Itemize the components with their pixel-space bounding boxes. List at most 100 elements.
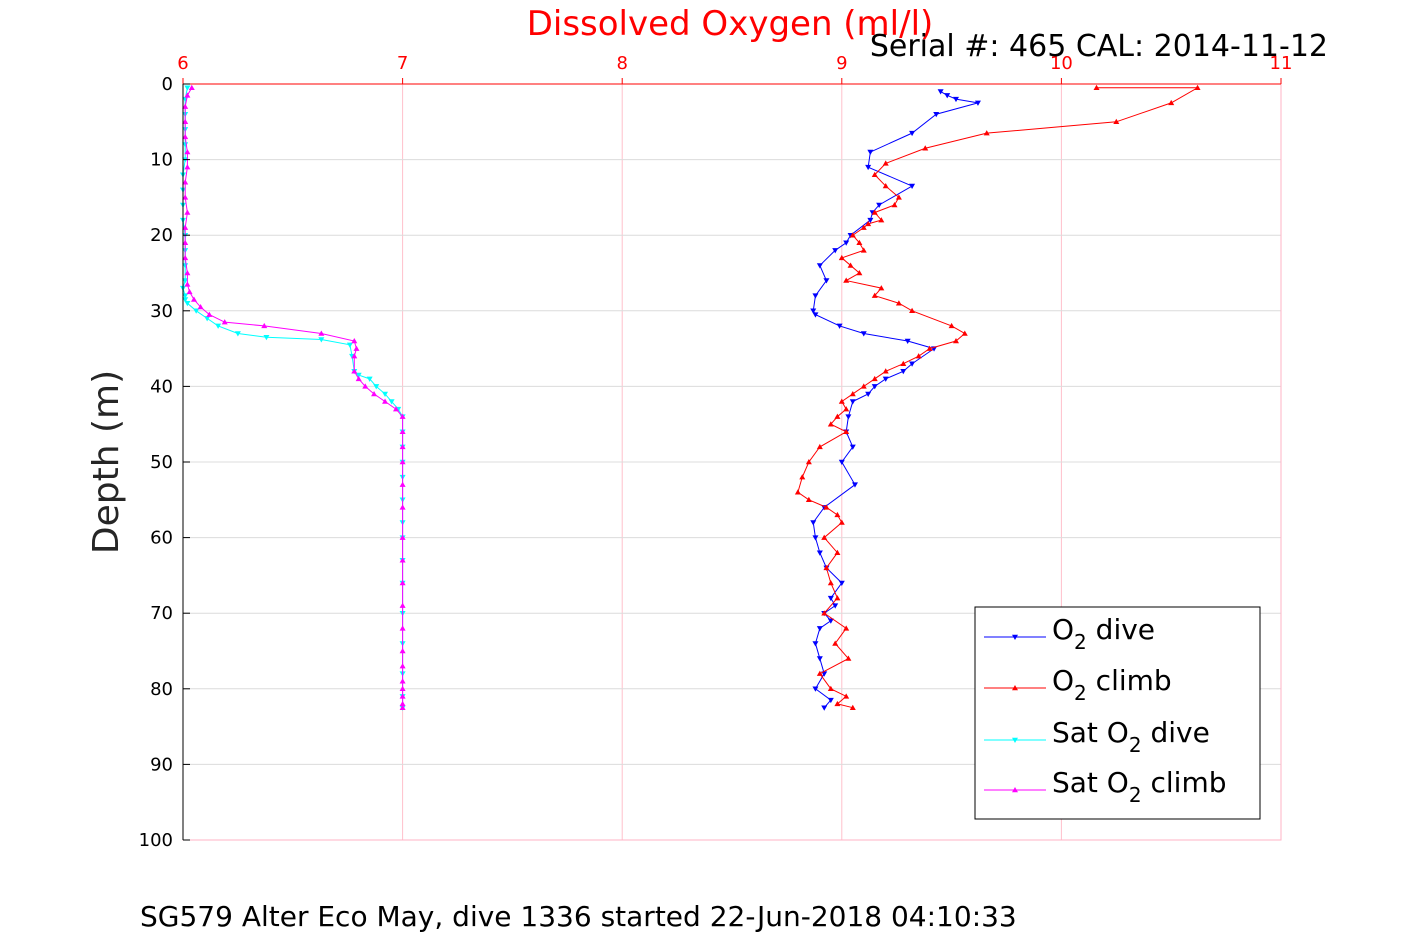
- data-point: [827, 579, 834, 586]
- data-point: [832, 603, 839, 609]
- data-point: [318, 337, 325, 343]
- y-tick-label: 100: [139, 830, 173, 851]
- data-point: [871, 209, 878, 215]
- legend-label: Sat O2 climb: [1052, 766, 1227, 807]
- y-tick-label: 70: [150, 603, 173, 624]
- legend-label-part: O: [1052, 664, 1074, 697]
- data-point: [900, 369, 907, 375]
- y-tick-label: 20: [150, 225, 173, 246]
- data-point: [182, 239, 189, 246]
- legend-marker: [1012, 685, 1018, 691]
- data-point: [900, 360, 907, 366]
- legend-label-part: 2: [1129, 783, 1142, 807]
- data-point: [399, 557, 406, 563]
- data-point: [382, 391, 389, 397]
- x-tick-label: 11: [1270, 53, 1293, 74]
- data-point: [794, 489, 801, 495]
- data-point: [865, 391, 872, 397]
- series-line: [812, 91, 979, 709]
- data-point: [816, 263, 823, 269]
- data-point: [937, 89, 944, 95]
- data-point: [909, 130, 916, 137]
- legend-label-part: 2: [1129, 733, 1142, 757]
- data-point: [1194, 84, 1201, 91]
- data-point: [827, 595, 834, 602]
- data-point: [849, 232, 856, 238]
- legend-label-part: dive: [1142, 716, 1210, 749]
- data-point: [812, 293, 819, 299]
- data-point: [393, 406, 400, 412]
- data-point: [371, 390, 378, 397]
- data-point: [399, 413, 406, 419]
- legend-label-part: dive: [1087, 613, 1155, 646]
- data-point: [944, 93, 951, 99]
- data-point: [1168, 99, 1175, 106]
- data-point: [882, 183, 889, 189]
- legend-box: [974, 606, 1261, 820]
- data-point: [871, 375, 878, 382]
- data-point: [849, 399, 856, 405]
- data-point: [909, 307, 916, 314]
- data-point: [805, 496, 812, 503]
- data-point: [860, 247, 867, 253]
- data-point: [952, 96, 959, 103]
- data-point: [832, 640, 839, 646]
- data-point: [204, 316, 211, 322]
- data-point: [399, 700, 406, 707]
- data-point: [182, 278, 189, 284]
- data-point: [182, 103, 189, 109]
- data-point: [891, 201, 898, 208]
- y-tick-label: 80: [150, 679, 173, 700]
- data-point: [810, 308, 817, 314]
- y-tick-label: 60: [150, 528, 173, 549]
- data-point: [182, 293, 189, 299]
- legend-label-part: Sat O: [1052, 716, 1129, 749]
- data-point: [206, 311, 213, 317]
- data-point: [821, 610, 828, 616]
- data-point: [184, 149, 191, 155]
- data-point: [399, 693, 406, 699]
- data-point: [399, 704, 406, 710]
- data-point: [215, 323, 222, 329]
- data-point: [812, 535, 819, 541]
- data-point: [823, 278, 830, 284]
- data-point: [922, 145, 929, 151]
- data-point: [261, 322, 268, 329]
- data-point: [816, 443, 823, 450]
- data-point: [860, 224, 867, 230]
- data-point: [832, 248, 839, 254]
- x-tick-label: 10: [1050, 53, 1073, 74]
- y-tick-label: 10: [150, 150, 173, 171]
- y-tick-label: 50: [150, 452, 173, 473]
- data-point: [399, 648, 406, 654]
- data-point: [399, 625, 406, 631]
- data-point: [373, 384, 380, 390]
- grid: [182, 83, 1282, 841]
- data-point: [834, 549, 841, 555]
- data-point: [182, 254, 189, 261]
- legend-label-part: 2: [1074, 630, 1087, 654]
- data-point: [871, 171, 878, 177]
- data-point: [836, 323, 843, 329]
- data-point: [399, 685, 406, 692]
- series-2: [794, 84, 1201, 710]
- dive-caption: SG579 Alter Eco May, dive 1336 started 2…: [140, 900, 1017, 933]
- y-axis-label: Depth (m): [86, 370, 127, 554]
- data-point: [182, 263, 189, 269]
- data-point: [190, 296, 197, 302]
- y-tick-label: 0: [162, 74, 173, 95]
- data-point: [915, 353, 922, 359]
- data-point: [805, 459, 812, 465]
- data-point: [867, 217, 874, 224]
- data-point: [182, 194, 189, 200]
- chart-title: Dissolved Oxygen (ml/l): [527, 4, 934, 44]
- data-point: [184, 300, 191, 307]
- data-point: [197, 304, 204, 310]
- data-point: [399, 663, 406, 669]
- data-point: [353, 345, 360, 351]
- data-point: [974, 100, 981, 106]
- data-point: [799, 474, 806, 480]
- data-point: [821, 705, 828, 711]
- legend-label-part: O: [1052, 613, 1074, 646]
